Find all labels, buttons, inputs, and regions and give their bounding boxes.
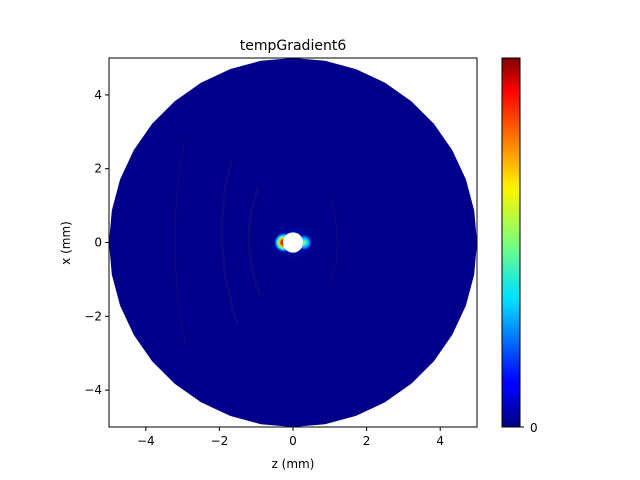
x-axis: −4 −2 0 2 4 [137,427,444,448]
y-axis-label: x (mm) [59,221,73,265]
colorbar-gradient [501,57,521,428]
y-tick-label: 4 [94,88,102,102]
x-tick-label: −4 [137,434,155,448]
y-tick-label: 0 [94,236,102,250]
center-hole [282,232,304,253]
x-tick-label: 4 [436,434,444,448]
x-tick-label: −2 [211,434,229,448]
x-axis-label: z (mm) [272,457,315,471]
field-artifacts [174,139,339,346]
y-axis: −4 −2 0 2 4 [84,88,109,397]
chart-title: tempGradient6 [240,38,347,54]
y-tick-label: −2 [84,309,102,323]
plot-area [109,58,477,427]
colorbar-tick-label: 0 [530,421,538,435]
colorbar: 0 [501,57,538,435]
x-tick-label: 0 [289,434,297,448]
y-tick-label: −4 [84,383,102,397]
y-tick-label: 2 [94,162,102,176]
x-tick-label: 2 [363,434,371,448]
